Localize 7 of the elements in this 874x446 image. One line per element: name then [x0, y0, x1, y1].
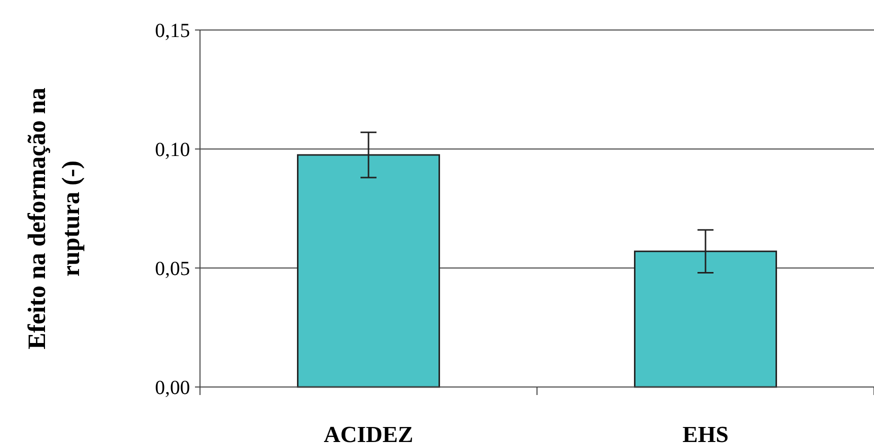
y-tick-label: 0,05: [155, 258, 190, 280]
y-tick-label: 0,10: [155, 139, 190, 161]
x-tick-label: EHS: [682, 422, 729, 446]
y-axis-title: Efeito na deformação na ruptura (-): [24, 87, 85, 350]
y-tick-label: 0,00: [155, 377, 190, 399]
y-tick-label: 0,15: [155, 20, 190, 42]
x-tick-label: ACIDEZ: [324, 422, 414, 446]
